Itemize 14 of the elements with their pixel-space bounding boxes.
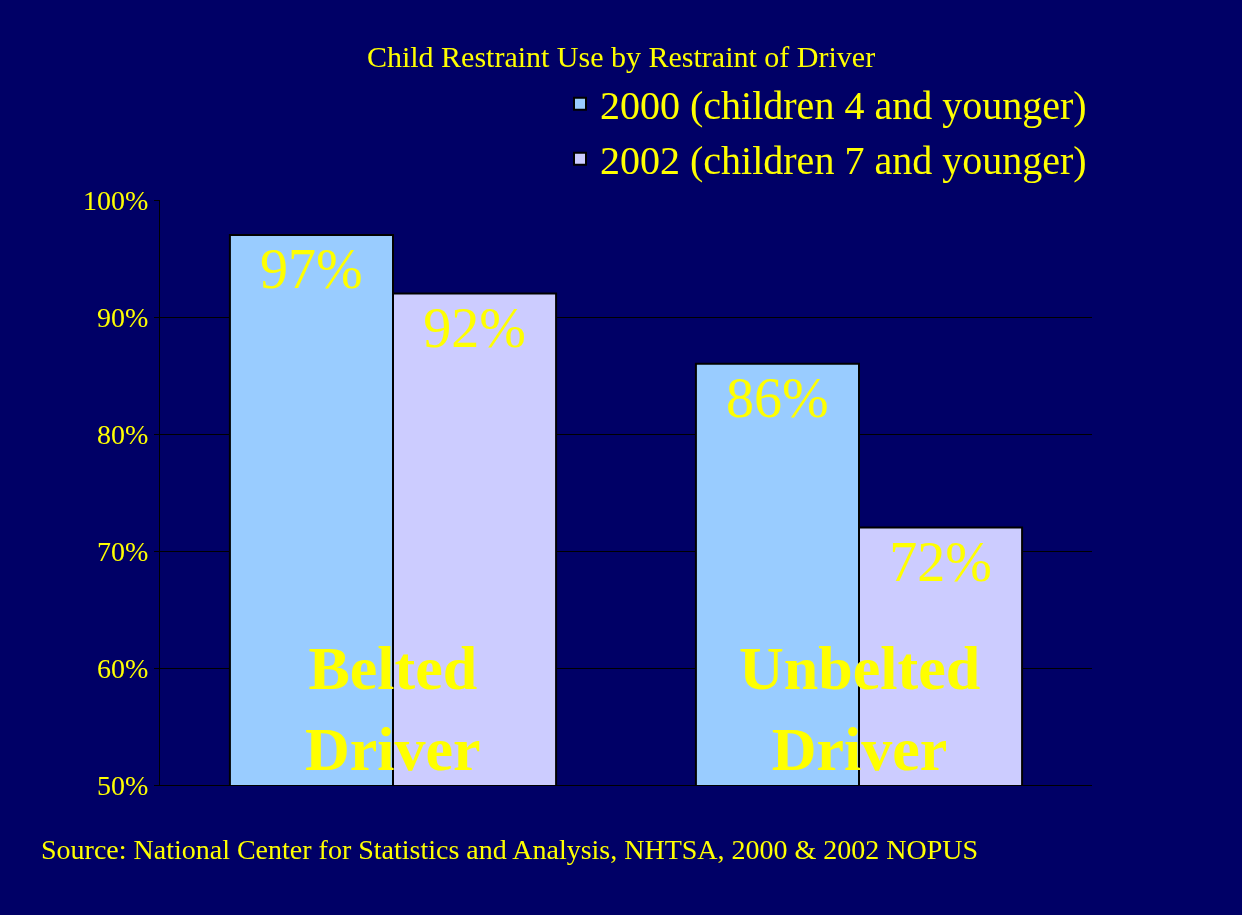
y-tick-label: 100% (83, 184, 149, 216)
legend-label: 2002 (children 7 and younger) (600, 138, 1087, 184)
data-label: 97% (260, 238, 363, 301)
y-tick-label: 60% (97, 652, 149, 684)
data-label: 72% (889, 530, 992, 593)
y-tick-label: 70% (97, 535, 149, 567)
source-note: Source: National Center for Statistics and Analysis, NHTSA, 2000 & 2002 NOPUS (41, 834, 979, 865)
legend-label: 2000 (children 4 and younger) (600, 83, 1087, 129)
data-label: 86% (726, 366, 829, 429)
y-tick-label: 50% (97, 769, 149, 801)
chart-title: Child Restraint Use by Restraint of Driver (366, 39, 876, 73)
data-label: 92% (423, 296, 526, 359)
y-tick-label: 90% (97, 301, 149, 333)
y-tick-label: 80% (97, 418, 149, 450)
